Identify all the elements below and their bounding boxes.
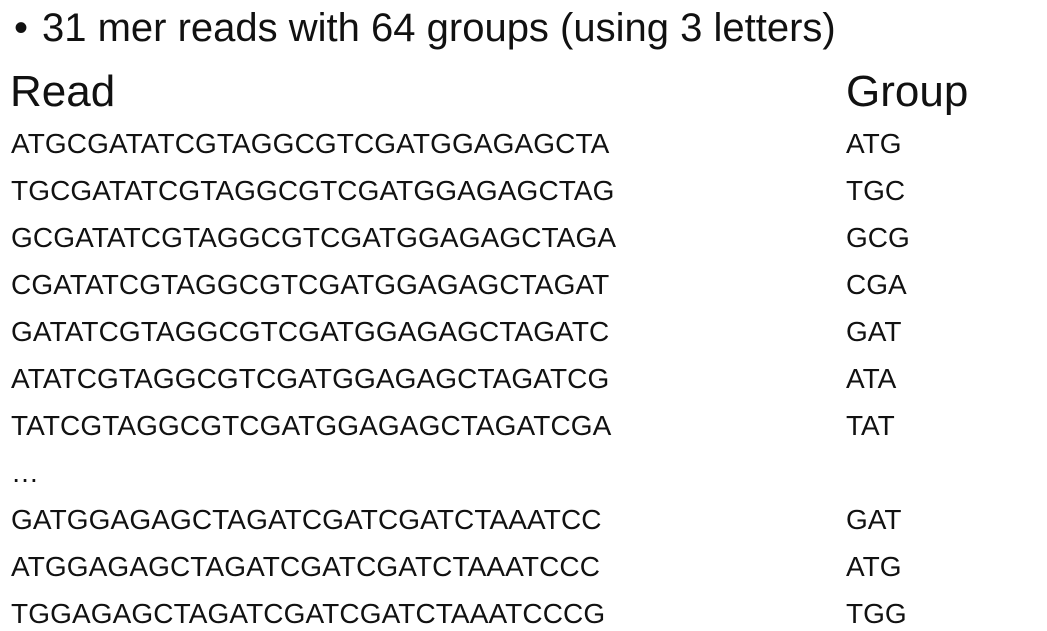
slide-heading-text: 31 mer reads with 64 groups (using 3 let… <box>42 6 836 50</box>
read-sequence: GATATCGTAGGCGTCGATGGAGAGCTAGATC <box>11 316 610 347</box>
table-row: GATATCGTAGGCGTCGATGGAGAGCTAGATC GAT <box>0 308 1047 355</box>
read-sequence: GATGGAGAGCTAGATCGATCGATCTAAATCC <box>11 504 602 535</box>
read-sequence: ATGGAGAGCTAGATCGATCGATCTAAATCCC <box>11 551 601 582</box>
ellipsis-row: … <box>0 449 1047 496</box>
ellipsis-text: … <box>11 457 40 488</box>
group-code: GCG <box>846 222 910 253</box>
group-code: CGA <box>846 269 907 300</box>
group-code: ATG <box>846 128 902 159</box>
reads-table: ATGCGATATCGTAGGCGTCGATGGAGAGCTA ATG TGCG… <box>0 120 1047 631</box>
read-sequence: CGATATCGTAGGCGTCGATGGAGAGCTAGAT <box>11 269 610 300</box>
table-row: CGATATCGTAGGCGTCGATGGAGAGCTAGAT CGA <box>0 261 1047 308</box>
read-sequence: TGCGATATCGTAGGCGTCGATGGAGAGCTAG <box>11 175 615 206</box>
table-row: ATATCGTAGGCGTCGATGGAGAGCTAGATCG ATA <box>0 355 1047 402</box>
group-code: GAT <box>846 504 902 535</box>
group-code: ATG <box>846 551 902 582</box>
bullet-icon: • <box>14 6 29 50</box>
table-row: TATCGTAGGCGTCGATGGAGAGCTAGATCGA TAT <box>0 402 1047 449</box>
read-sequence: ATATCGTAGGCGTCGATGGAGAGCTAGATCG <box>11 363 610 394</box>
read-sequence: TGGAGAGCTAGATCGATCGATCTAAATCCCG <box>11 598 606 629</box>
table-row: TGGAGAGCTAGATCGATCGATCTAAATCCCG TGG <box>0 590 1047 631</box>
table-row: ATGGAGAGCTAGATCGATCGATCTAAATCCC ATG <box>0 543 1047 590</box>
table-row: GCGATATCGTAGGCGTCGATGGAGAGCTAGA GCG <box>0 214 1047 261</box>
table-row: ATGCGATATCGTAGGCGTCGATGGAGAGCTA ATG <box>0 120 1047 167</box>
group-code: GAT <box>846 316 902 347</box>
read-sequence: ATGCGATATCGTAGGCGTCGATGGAGAGCTA <box>11 128 610 159</box>
slide-bullet-heading: • 31 mer reads with 64 groups (using 3 le… <box>14 2 836 54</box>
group-code: TGC <box>846 175 906 206</box>
read-column-header: Read <box>10 67 116 116</box>
read-sequence: TATCGTAGGCGTCGATGGAGAGCTAGATCGA <box>11 410 612 441</box>
group-code: TAT <box>846 410 895 441</box>
group-code: ATA <box>846 363 897 394</box>
group-code: TGG <box>846 598 907 629</box>
table-row: TGCGATATCGTAGGCGTCGATGGAGAGCTAG TGC <box>0 167 1047 214</box>
read-sequence: GCGATATCGTAGGCGTCGATGGAGAGCTAGA <box>11 222 617 253</box>
group-column-header: Group <box>846 67 969 116</box>
table-row: GATGGAGAGCTAGATCGATCGATCTAAATCC GAT <box>0 496 1047 543</box>
